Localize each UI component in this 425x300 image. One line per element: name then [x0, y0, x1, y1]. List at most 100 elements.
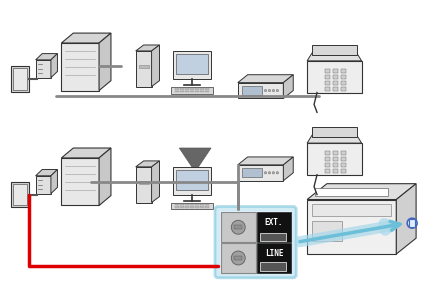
Bar [180, 88, 184, 90]
Bar [185, 88, 189, 90]
Bar [312, 127, 357, 137]
Bar [257, 243, 291, 273]
Polygon shape [238, 165, 283, 181]
Bar [341, 81, 346, 85]
Bar [176, 54, 208, 74]
Bar [200, 204, 204, 206]
Bar [341, 169, 346, 173]
Polygon shape [307, 200, 396, 254]
Bar [315, 188, 388, 196]
Ellipse shape [340, 128, 350, 136]
Bar [220, 212, 291, 273]
Circle shape [264, 89, 267, 92]
Bar [234, 225, 242, 229]
Bar [185, 204, 189, 206]
Bar [307, 61, 362, 92]
Bar [325, 87, 330, 91]
Bar [325, 169, 330, 173]
Bar [11, 66, 29, 92]
Polygon shape [51, 54, 57, 78]
Polygon shape [179, 148, 211, 172]
Bar [312, 221, 342, 241]
Text: EXT.: EXT. [265, 218, 283, 227]
Polygon shape [61, 33, 111, 43]
Bar [333, 81, 338, 85]
Circle shape [407, 218, 417, 228]
FancyArrowPatch shape [300, 224, 391, 242]
Bar [190, 88, 194, 90]
Bar [200, 91, 204, 92]
Bar [205, 88, 209, 90]
Bar [257, 212, 291, 242]
Bar [200, 206, 204, 208]
Bar [176, 204, 179, 206]
Polygon shape [283, 157, 293, 181]
Text: LINE: LINE [265, 249, 283, 258]
Bar [190, 204, 194, 206]
Bar [205, 206, 209, 208]
Circle shape [272, 172, 275, 174]
Polygon shape [51, 169, 57, 194]
Polygon shape [61, 158, 99, 206]
Bar [190, 206, 194, 208]
Bar [341, 69, 346, 73]
Circle shape [276, 89, 278, 92]
Bar [333, 75, 338, 79]
Bar [260, 262, 286, 271]
Bar [341, 87, 346, 91]
Bar [13, 68, 27, 90]
Bar [341, 151, 346, 155]
Bar [242, 85, 261, 94]
Polygon shape [136, 167, 152, 202]
FancyArrowPatch shape [300, 222, 401, 242]
Bar [205, 204, 209, 206]
Polygon shape [36, 176, 51, 194]
Polygon shape [307, 184, 416, 200]
Bar [176, 206, 179, 208]
Bar [173, 167, 211, 195]
Ellipse shape [314, 128, 324, 136]
Polygon shape [36, 169, 57, 176]
Polygon shape [136, 51, 152, 87]
Bar [325, 157, 330, 161]
Bar [312, 45, 357, 55]
Bar [139, 181, 149, 184]
Bar [176, 88, 179, 90]
Bar [195, 206, 198, 208]
Bar [190, 91, 194, 92]
Bar [333, 151, 338, 155]
Bar [409, 219, 415, 227]
Polygon shape [61, 148, 111, 158]
Bar [312, 205, 391, 216]
Polygon shape [307, 135, 362, 143]
Bar [185, 206, 189, 208]
Circle shape [268, 172, 271, 174]
Bar [180, 204, 184, 206]
Bar [200, 88, 204, 90]
Bar [139, 65, 149, 68]
Polygon shape [99, 148, 111, 206]
Ellipse shape [314, 46, 324, 54]
Bar [325, 81, 330, 85]
Bar [221, 212, 255, 242]
Bar [333, 157, 338, 161]
Polygon shape [152, 45, 159, 87]
Bar [333, 163, 338, 167]
Bar [307, 143, 362, 175]
Bar [185, 91, 189, 92]
Bar [11, 182, 29, 208]
Bar [325, 163, 330, 167]
Polygon shape [136, 45, 159, 51]
Bar [234, 256, 242, 260]
Bar [176, 170, 208, 190]
Bar [333, 87, 338, 91]
Bar [341, 75, 346, 79]
Polygon shape [36, 60, 51, 78]
Bar [176, 91, 179, 92]
Bar [325, 75, 330, 79]
Circle shape [276, 172, 278, 174]
Bar [221, 243, 255, 273]
Bar [325, 69, 330, 73]
Polygon shape [307, 53, 362, 61]
Bar [333, 69, 338, 73]
